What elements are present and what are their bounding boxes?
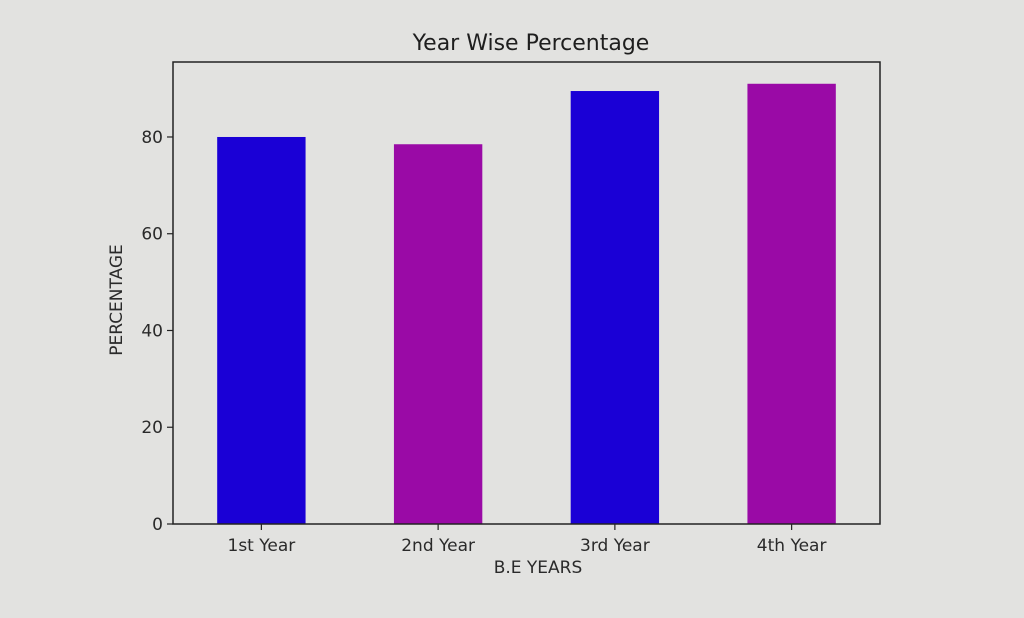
x-tick-label: 2nd Year <box>401 536 475 556</box>
chart-title: Year Wise Percentage <box>412 31 650 56</box>
bar-2 <box>393 144 483 524</box>
y-tick-label: 80 <box>141 128 163 148</box>
x-tick-label: 1st Year <box>228 536 296 556</box>
x-tick-label: 3rd Year <box>580 536 650 556</box>
plot-area: 1st Year 2nd Year 3rd Year 4th Year 0 20 40 60 8… <box>141 61 881 556</box>
y-tick-label: 60 <box>141 225 163 245</box>
y-tick-label: 40 <box>141 321 163 341</box>
x-axis-label: B.E YEARS <box>494 558 583 578</box>
y-tick-label: 20 <box>141 418 163 438</box>
axes-frame <box>172 61 881 525</box>
bar-1 <box>217 136 306 524</box>
y-tick-label: 0 <box>152 515 163 535</box>
bar-3 <box>570 91 660 524</box>
bar-4 <box>747 83 836 525</box>
y-axis-label: PERCENTAGE <box>107 244 127 356</box>
x-tick-label: 4th Year <box>757 536 827 556</box>
